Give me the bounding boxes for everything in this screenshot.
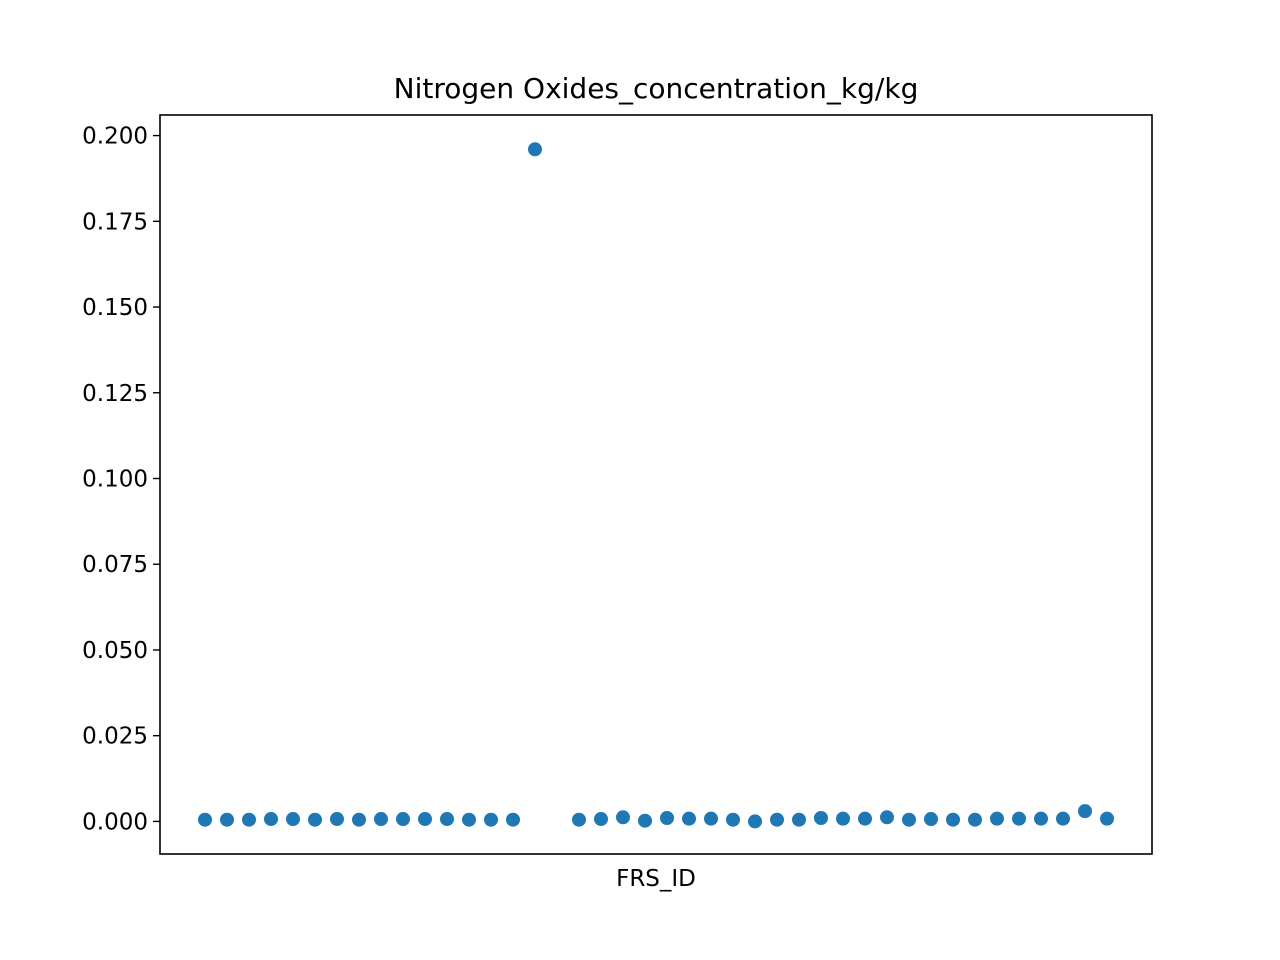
data-point [396, 812, 410, 826]
data-point [352, 813, 366, 827]
data-point [616, 810, 630, 824]
y-tick-label: 0.025 [82, 724, 148, 750]
y-tick-label: 0.125 [82, 381, 148, 407]
y-tick-label: 0.000 [82, 809, 148, 835]
data-point [374, 812, 388, 826]
y-axis: 0.000 0.025 0.050 0.075 0.100 0.125 0.150 0.175… [82, 124, 160, 836]
data-point [968, 813, 982, 827]
data-point [770, 813, 784, 827]
data-point [506, 813, 520, 827]
data-point [726, 813, 740, 827]
data-point [462, 813, 476, 827]
data-point [220, 813, 234, 827]
data-point [924, 812, 938, 826]
data-point [902, 813, 916, 827]
y-tick-label: 0.150 [82, 295, 148, 321]
data-point [704, 812, 718, 826]
data-point [1012, 812, 1026, 826]
data-point [594, 812, 608, 826]
data-point [858, 812, 872, 826]
data-point [1100, 812, 1114, 826]
data-point [1078, 804, 1092, 818]
data-point [748, 814, 762, 828]
data-point [814, 811, 828, 825]
data-point [308, 813, 322, 827]
data-point [1034, 812, 1048, 826]
data-point [792, 813, 806, 827]
data-point [990, 812, 1004, 826]
data-point [242, 813, 256, 827]
data-point [946, 813, 960, 827]
data-point [638, 814, 652, 828]
data-point [682, 812, 696, 826]
data-point [660, 811, 674, 825]
data-point [418, 812, 432, 826]
y-tick-label: 0.200 [82, 124, 148, 150]
data-point [528, 142, 542, 156]
data-point [286, 812, 300, 826]
x-axis-label: FRS_ID [616, 866, 696, 892]
y-tick-label: 0.075 [82, 552, 148, 578]
chart-title: Nitrogen Oxides_concentration_kg/kg [394, 72, 919, 105]
data-point [330, 812, 344, 826]
data-points [198, 142, 1114, 828]
data-point [880, 810, 894, 824]
data-point [264, 812, 278, 826]
data-point [440, 812, 454, 826]
data-point [198, 813, 212, 827]
y-tick-label: 0.175 [82, 209, 148, 235]
y-tick-label: 0.100 [82, 466, 148, 492]
data-point [484, 813, 498, 827]
data-point [1056, 812, 1070, 826]
data-point [572, 813, 586, 827]
plot-area-frame [160, 115, 1152, 854]
data-point [836, 812, 850, 826]
y-tick-label: 0.050 [82, 638, 148, 664]
